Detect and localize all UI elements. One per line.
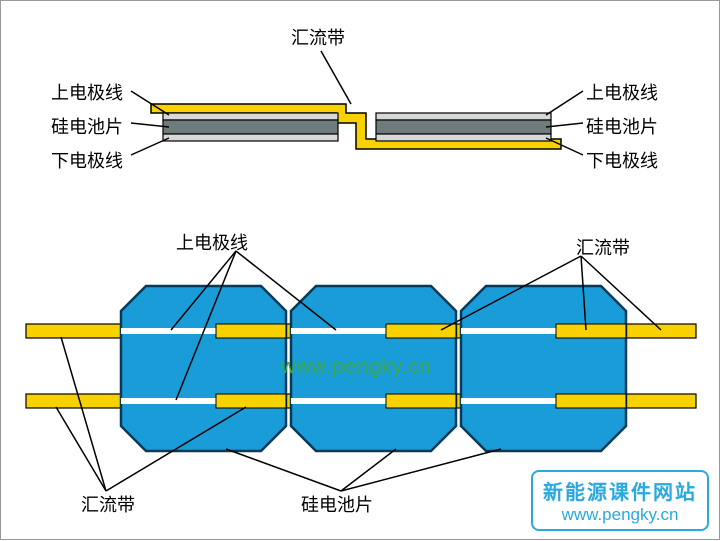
label-silicon-b: 硅电池片 [301, 491, 373, 517]
footer-url: www.pengky.cn [543, 505, 697, 525]
left-silicon [163, 120, 338, 134]
cell-1 [121, 286, 286, 451]
label-lower-electrode-r: 下电极线 [586, 147, 658, 173]
label-lower-electrode-l: 下电极线 [51, 147, 123, 173]
label-upper-electrode-r: 上电极线 [586, 79, 658, 105]
watermark: www.pengky.cn [281, 356, 431, 379]
label-upper-electrode-b: 上电极线 [176, 229, 248, 255]
cell-3 [461, 286, 626, 451]
left-upper-electrode [163, 113, 338, 120]
right-lower-electrode [376, 134, 551, 141]
label-busbar-bl: 汇流带 [81, 491, 135, 517]
left-lower-electrode [163, 134, 338, 141]
footer-title: 新能源课件网站 [543, 476, 697, 505]
label-silicon-r: 硅电池片 [586, 113, 658, 139]
right-upper-electrode [376, 113, 551, 120]
label-busbar-top: 汇流带 [291, 24, 345, 50]
label-silicon-l: 硅电池片 [51, 113, 123, 139]
label-busbar-r: 汇流带 [576, 234, 630, 260]
footer-box: 新能源课件网站 www.pengky.cn [531, 470, 709, 531]
bus-left-1 [26, 324, 131, 338]
leader-top-busbar [321, 51, 351, 104]
label-upper-electrode-l: 上电极线 [51, 79, 123, 105]
right-silicon [376, 120, 551, 134]
